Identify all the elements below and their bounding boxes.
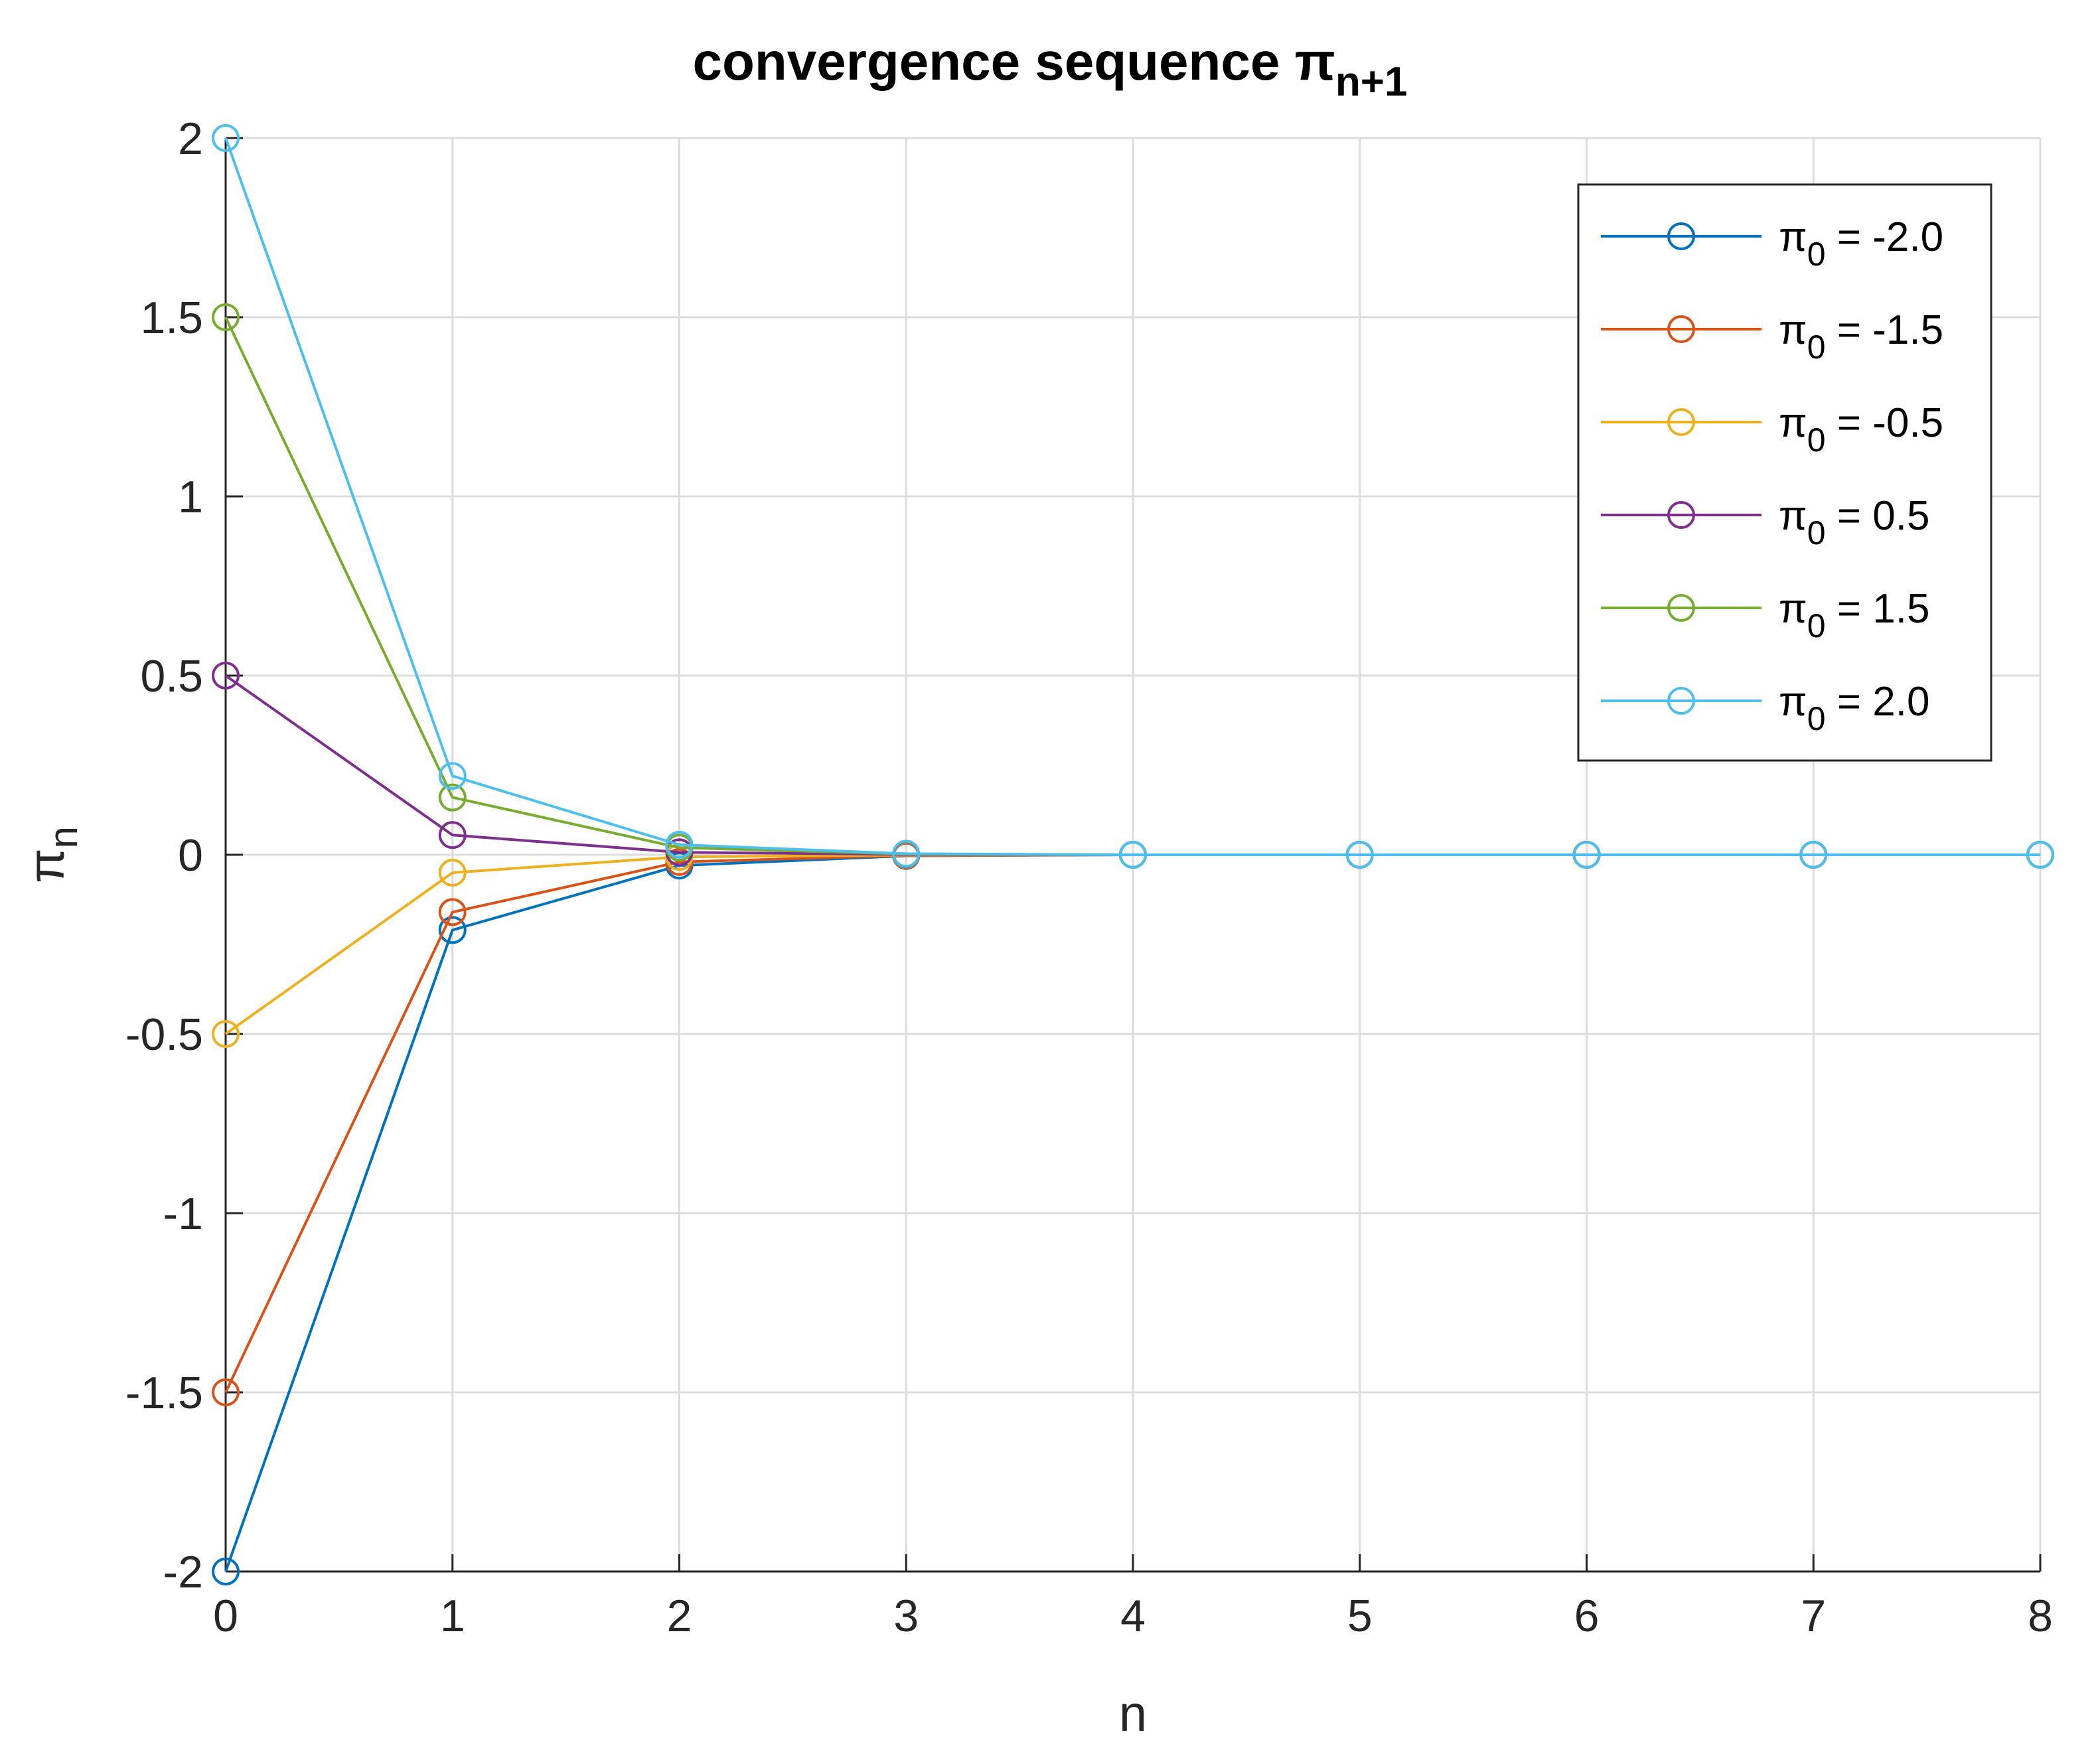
x-tick-label: 6 <box>1574 1591 1600 1641</box>
series-line <box>224 137 2040 856</box>
legend-label-symbol: π <box>1779 679 1807 725</box>
legend-label-symbol: π <box>1779 307 1807 353</box>
legend-marker-swatch <box>1667 501 1695 529</box>
legend-label: π0 = -0.5 <box>1779 400 1943 459</box>
legend-label-symbol: π <box>1779 214 1807 260</box>
legend-label-suffix: = -2.0 <box>1826 214 1944 260</box>
data-point <box>212 1558 240 1585</box>
legend-label: π0 = -2.0 <box>1779 214 1943 273</box>
legend-label: π0 = 2.0 <box>1779 679 1929 737</box>
data-point <box>1572 841 1601 869</box>
legend-entry: π0 = 2.0 <box>1601 679 1929 737</box>
legend-entry: π0 = -1.5 <box>1601 307 1943 366</box>
y-tick-label: -1.5 <box>125 1368 203 1418</box>
x-tick-label: 5 <box>1347 1591 1373 1641</box>
legend-entry: π0 = -2.0 <box>1601 214 1943 273</box>
data-point <box>438 762 467 790</box>
y-axis-label: πn <box>19 826 86 883</box>
legend-marker-swatch <box>1667 222 1695 250</box>
x-tick-label: 8 <box>2028 1591 2053 1641</box>
legend-label-subscript: 0 <box>1807 607 1826 644</box>
data-point <box>438 916 467 944</box>
legend-marker-swatch <box>1667 408 1695 436</box>
x-tick-label: 2 <box>667 1591 692 1641</box>
legend-marker-swatch <box>1667 594 1695 622</box>
y-tick-label: -2 <box>163 1547 203 1597</box>
series-5 <box>212 124 2054 869</box>
legend-label-suffix: = -0.5 <box>1826 400 1944 446</box>
legend-label: π0 = 0.5 <box>1779 493 1929 551</box>
legend-label-subscript: 0 <box>1807 329 1826 366</box>
legend-label-subscript: 0 <box>1807 236 1826 273</box>
data-point <box>438 783 467 812</box>
x-axis-label: n <box>1119 1686 1147 1742</box>
y-tick-label: 1 <box>178 472 203 522</box>
y-tick-label: 2 <box>178 113 203 164</box>
x-tick-label: 0 <box>213 1591 238 1641</box>
data-series <box>212 124 2054 1585</box>
legend-label-suffix: = 2.0 <box>1826 679 1930 725</box>
y-tick-label: -0.5 <box>125 1009 203 1060</box>
legend-box <box>1577 183 1992 762</box>
legend-marker-swatch <box>1667 315 1695 343</box>
legend-label-symbol: π <box>1779 586 1807 632</box>
legend-label-subscript: 0 <box>1807 700 1826 737</box>
data-point <box>2026 841 2054 869</box>
data-point <box>212 662 240 690</box>
y-tick-label: 0.5 <box>140 651 203 701</box>
legend-label: π0 = 1.5 <box>1779 586 1929 644</box>
legend-entry: π0 = 1.5 <box>1601 586 1929 644</box>
data-point <box>212 303 240 331</box>
y-tick-label: 1.5 <box>140 293 203 343</box>
data-point <box>1799 841 1828 869</box>
data-point <box>438 898 467 926</box>
legend-label-symbol: π <box>1779 400 1807 446</box>
legend-label-symbol: π <box>1779 493 1807 539</box>
data-point <box>212 1378 240 1406</box>
legend-entry: π0 = -0.5 <box>1601 400 1943 459</box>
legend-label-subscript: 0 <box>1807 421 1826 459</box>
x-tick-label: 3 <box>893 1591 919 1641</box>
y-tick-label: -1 <box>163 1189 203 1239</box>
data-point <box>212 1020 240 1048</box>
x-tick-label: 4 <box>1120 1591 1146 1641</box>
data-point <box>212 124 240 152</box>
legend-label-suffix: = 1.5 <box>1826 586 1930 632</box>
axes <box>224 137 2042 1573</box>
x-tick-label: 7 <box>1801 1591 1826 1641</box>
x-tick-label: 1 <box>440 1591 465 1641</box>
legend-label-suffix: = 0.5 <box>1826 493 1930 539</box>
legend-marker-swatch <box>1667 687 1695 715</box>
y-tick-label: 0 <box>178 830 203 881</box>
legend-label: π0 = -1.5 <box>1779 307 1943 366</box>
data-point <box>1345 841 1374 869</box>
chart-title: convergence sequence πn+1 <box>693 32 1408 105</box>
legend: π0 = -2.0π0 = -1.5π0 = -0.5π0 = 0.5π0 = … <box>1577 183 1992 762</box>
data-point <box>1119 841 1147 869</box>
legend-label-subscript: 0 <box>1807 514 1826 551</box>
data-point <box>438 859 467 887</box>
tick-labels: 0 1 2 3 4 5 6 7 8 -2 -1.5 -1 -0.5 0 0.5 1 1.5 2 <box>125 113 2053 1641</box>
legend-entry: π0 = 0.5 <box>1601 493 1929 551</box>
data-point <box>892 840 921 868</box>
data-point <box>438 821 467 849</box>
data-point <box>665 830 694 859</box>
legend-label-suffix: = -1.5 <box>1826 307 1944 353</box>
